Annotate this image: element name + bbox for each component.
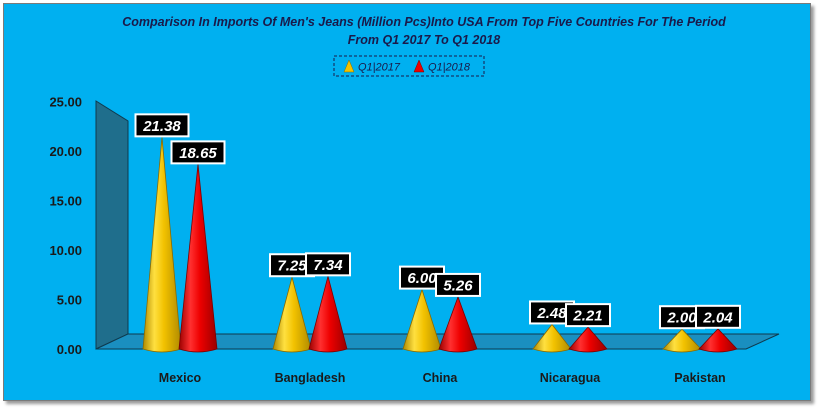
chart-title-line-2: From Q1 2017 To Q1 2018 xyxy=(348,33,500,47)
data-label-pakistan-q1-2018: 2.04 xyxy=(702,309,733,326)
cone-china-q1-2018 xyxy=(438,295,478,353)
x-tick-label-pakistan: Pakistan xyxy=(674,371,725,385)
data-label-nicaragua-q1-2017: 2.48 xyxy=(536,305,567,322)
legend-swatch-q1-2018 xyxy=(413,59,425,73)
cones xyxy=(142,137,738,353)
cone-nicaragua-q1-2018 xyxy=(568,326,608,353)
legend-swatch-q1-2017 xyxy=(343,59,355,73)
y-tick-label-5: 25.00 xyxy=(49,95,82,110)
y-tick-label-1: 5.00 xyxy=(57,293,82,308)
cone-bangladesh-q1-2018 xyxy=(308,274,348,353)
data-label-china-q1-2017: 6.00 xyxy=(407,270,437,287)
legend-item-q1-2018: Q1|2018 xyxy=(413,59,471,74)
legend-label-q1-2017: Q1|2017 xyxy=(358,62,401,74)
y-tick-label-4: 20.00 xyxy=(49,144,82,159)
x-tick-label-china: China xyxy=(423,371,459,385)
chart-frame: Comparison In Imports Of Men's Jeans (Mi… xyxy=(3,3,811,401)
data-label-box-china-q1-2018 xyxy=(435,272,481,297)
data-label-box-pakistan-q1-2018 xyxy=(695,304,741,329)
x-axis: Mexico Bangladesh China Nicaragua Pakistan xyxy=(159,371,726,385)
chart-back-wall xyxy=(95,100,129,350)
data-label-box-mexico-q1-2017 xyxy=(134,113,190,138)
y-axis: 0.00 5.00 10.00 15.00 20.00 25.00 xyxy=(49,95,82,358)
data-label-china-q1-2018: 5.26 xyxy=(443,277,473,294)
data-label-nicaragua-q1-2018: 2.21 xyxy=(572,308,602,325)
y-tick-label-3: 15.00 xyxy=(49,194,82,209)
data-label-bangladesh-q1-2018: 7.34 xyxy=(313,257,343,274)
legend-label-q1-2018: Q1|2018 xyxy=(428,62,471,74)
data-label-mexico-q1-2017: 21.38 xyxy=(142,118,181,135)
cone-pakistan-q1-2018 xyxy=(698,328,738,353)
chart: Comparison In Imports Of Men's Jeans (Mi… xyxy=(4,4,810,400)
x-tick-label-bangladesh: Bangladesh xyxy=(275,371,346,385)
legend-box xyxy=(333,55,485,77)
value-labels: 21.38 18.65 7.25 7.34 6.00 5.26 2.48 2.21 2.00 2.… xyxy=(134,113,741,330)
x-tick-label-nicaragua: Nicaragua xyxy=(540,371,601,385)
y-tick-label-2: 10.00 xyxy=(49,243,82,258)
data-label-box-nicaragua-q1-2018 xyxy=(565,303,611,328)
legend: Q1|2017 Q1|2018 xyxy=(333,55,485,77)
data-label-mexico-q1-2018: 18.65 xyxy=(179,145,217,162)
legend-item-q1-2017: Q1|2017 xyxy=(343,59,401,74)
data-label-box-mexico-q1-2018 xyxy=(170,140,226,165)
data-label-box-bangladesh-q1-2018 xyxy=(305,252,351,277)
x-tick-label-mexico: Mexico xyxy=(159,371,202,385)
data-label-bangladesh-q1-2017: 7.25 xyxy=(277,258,307,275)
cone-mexico-q1-2018 xyxy=(178,164,218,353)
y-tick-label-0: 0.00 xyxy=(57,342,82,357)
chart-title-line-1: Comparison In Imports Of Men's Jeans (Mi… xyxy=(122,15,726,29)
data-label-pakistan-q1-2017: 2.00 xyxy=(666,310,697,327)
